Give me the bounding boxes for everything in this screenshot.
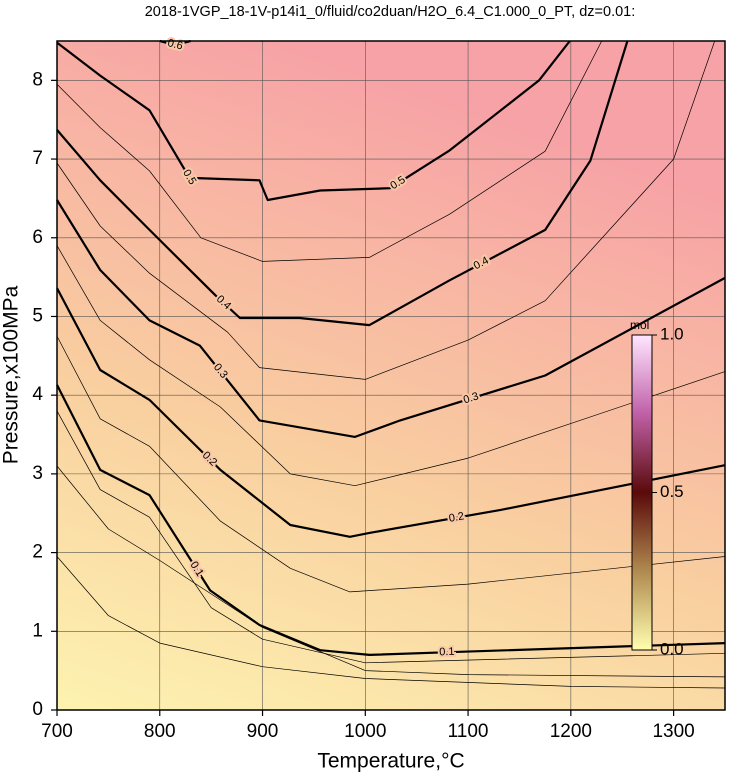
y-tick-label: 8 bbox=[32, 69, 43, 90]
x-tick-label: 1100 bbox=[448, 721, 489, 742]
colorbar-scale bbox=[631, 334, 653, 651]
major-contour bbox=[56, 40, 571, 202]
y-tick-label: 7 bbox=[32, 148, 43, 169]
colorbar-tick-label: 0.5 bbox=[660, 482, 684, 501]
contour-label: 0.2 bbox=[448, 510, 465, 524]
minor-contour bbox=[56, 40, 716, 380]
colorbar-tick-label: 0.0 bbox=[660, 639, 684, 658]
x-tick-label: 800 bbox=[144, 721, 176, 742]
major-contour bbox=[56, 287, 726, 538]
x-tick-label: 1300 bbox=[652, 721, 694, 742]
contour-label: 0.1 bbox=[439, 646, 455, 659]
colorbar: mol 0.0 0.5 1.0 bbox=[630, 318, 684, 658]
minor-contour bbox=[56, 245, 726, 487]
x-tick-label: 1200 bbox=[550, 721, 592, 742]
colorbar-label: mol bbox=[630, 318, 649, 332]
x-axis-label: Temperature,°C bbox=[317, 750, 464, 773]
minor-contour bbox=[56, 556, 726, 689]
minor-contour bbox=[56, 40, 603, 262]
colorbar-tick-label: 1.0 bbox=[660, 324, 684, 343]
major-contour bbox=[159, 39, 191, 46]
y-tick-label: 2 bbox=[32, 542, 43, 563]
y-tick-label: 4 bbox=[32, 384, 43, 405]
x-tick-label: 700 bbox=[41, 721, 73, 742]
x-tick-label: 1000 bbox=[344, 721, 386, 742]
contours bbox=[56, 39, 726, 689]
y-tick-label: 5 bbox=[32, 305, 43, 326]
y-tick-label: 0 bbox=[32, 699, 43, 720]
major-contour bbox=[56, 40, 629, 327]
major-contour bbox=[56, 384, 726, 656]
contour-label: 0.3 bbox=[462, 390, 480, 406]
major-contour bbox=[56, 199, 726, 438]
plot-frame bbox=[56, 40, 726, 711]
x-tick-label: 900 bbox=[247, 721, 279, 742]
y-axis-label: Pressure,x100MPa bbox=[0, 285, 23, 464]
y-tick-label: 3 bbox=[32, 463, 43, 484]
minor-contour bbox=[56, 410, 726, 664]
chart-title: 2018-1VGP_18-1V-p14i1_0/fluid/co2duan/H2… bbox=[145, 4, 636, 20]
grid bbox=[56, 41, 725, 711]
axes: 700 800 900 1000 1100 1200 1300 0 1 2 3 4 5 6 7 8 bbox=[32, 69, 694, 742]
y-tick-label: 1 bbox=[32, 620, 43, 641]
plot-background bbox=[57, 41, 725, 710]
minor-contour bbox=[56, 335, 726, 593]
y-tick-label: 6 bbox=[32, 227, 43, 248]
